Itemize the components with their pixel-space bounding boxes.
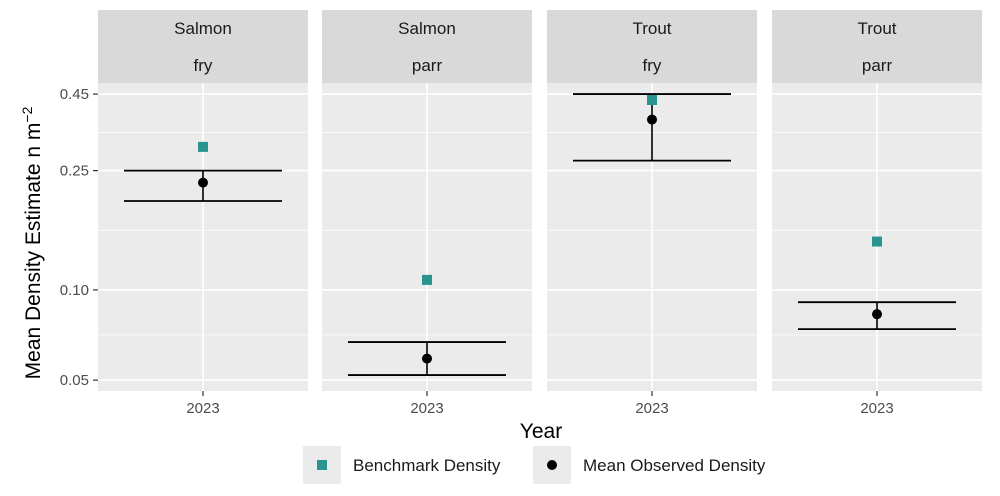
- mean-observed-point: [647, 114, 657, 125]
- benchmark-point: [422, 274, 432, 285]
- y-tick-label: 0.45: [60, 86, 89, 103]
- facet-label-stage: fry: [643, 56, 662, 75]
- facet-strip: [98, 10, 308, 83]
- facet-strip: [772, 10, 982, 83]
- y-tick-label: 0.10: [60, 282, 89, 299]
- y-tick-label: 0.05: [60, 372, 89, 389]
- facet-label-species: Trout: [857, 19, 896, 38]
- benchmark-point: [872, 236, 882, 247]
- legend-benchmark-marker: [317, 460, 327, 470]
- x-tick-label: 2023: [635, 400, 668, 417]
- mean-observed-point: [198, 177, 208, 188]
- mean-observed-point: [872, 309, 882, 320]
- benchmark-point: [647, 95, 657, 106]
- legend-label-benchmark: Benchmark Density: [353, 456, 501, 475]
- facet-panel-trout-fry: Trout fry 2023: [547, 10, 757, 417]
- facet-panel-trout-parr: Trout parr 2023: [772, 10, 982, 417]
- mean-observed-point: [422, 353, 432, 364]
- facet-label-species: Trout: [632, 19, 671, 38]
- legend-label-observed: Mean Observed Density: [583, 456, 766, 475]
- facet-panel-salmon-fry: Salmon fry 2023: [98, 10, 308, 417]
- x-tick-label: 2023: [410, 400, 443, 417]
- facet-strip: [322, 10, 532, 83]
- facet-strip: [547, 10, 757, 83]
- y-axis-title: Mean Density Estimate n m−2: [19, 106, 45, 379]
- x-tick-label: 2023: [186, 400, 219, 417]
- y-axis: 0.05 0.10 0.25 0.45: [60, 86, 98, 389]
- x-axis-title: Year: [520, 420, 562, 443]
- legend-observed-marker: [547, 460, 557, 470]
- panels-layer: Salmonfry2023Salmonparr2023Troutfry2023T…: [98, 10, 982, 417]
- facet-panel-salmon-parr: Salmon parr 2023: [322, 10, 532, 417]
- benchmark-point: [198, 141, 208, 152]
- facet-label-stage: parr: [862, 56, 893, 75]
- facet-label-species: Salmon: [174, 19, 232, 38]
- x-tick-label: 2023: [860, 400, 893, 417]
- legend: Benchmark Density Mean Observed Density: [303, 446, 766, 484]
- facet-label-species: Salmon: [398, 19, 456, 38]
- facet-label-stage: fry: [194, 56, 213, 75]
- facet-label-stage: parr: [412, 56, 443, 75]
- y-tick-label: 0.25: [60, 163, 89, 180]
